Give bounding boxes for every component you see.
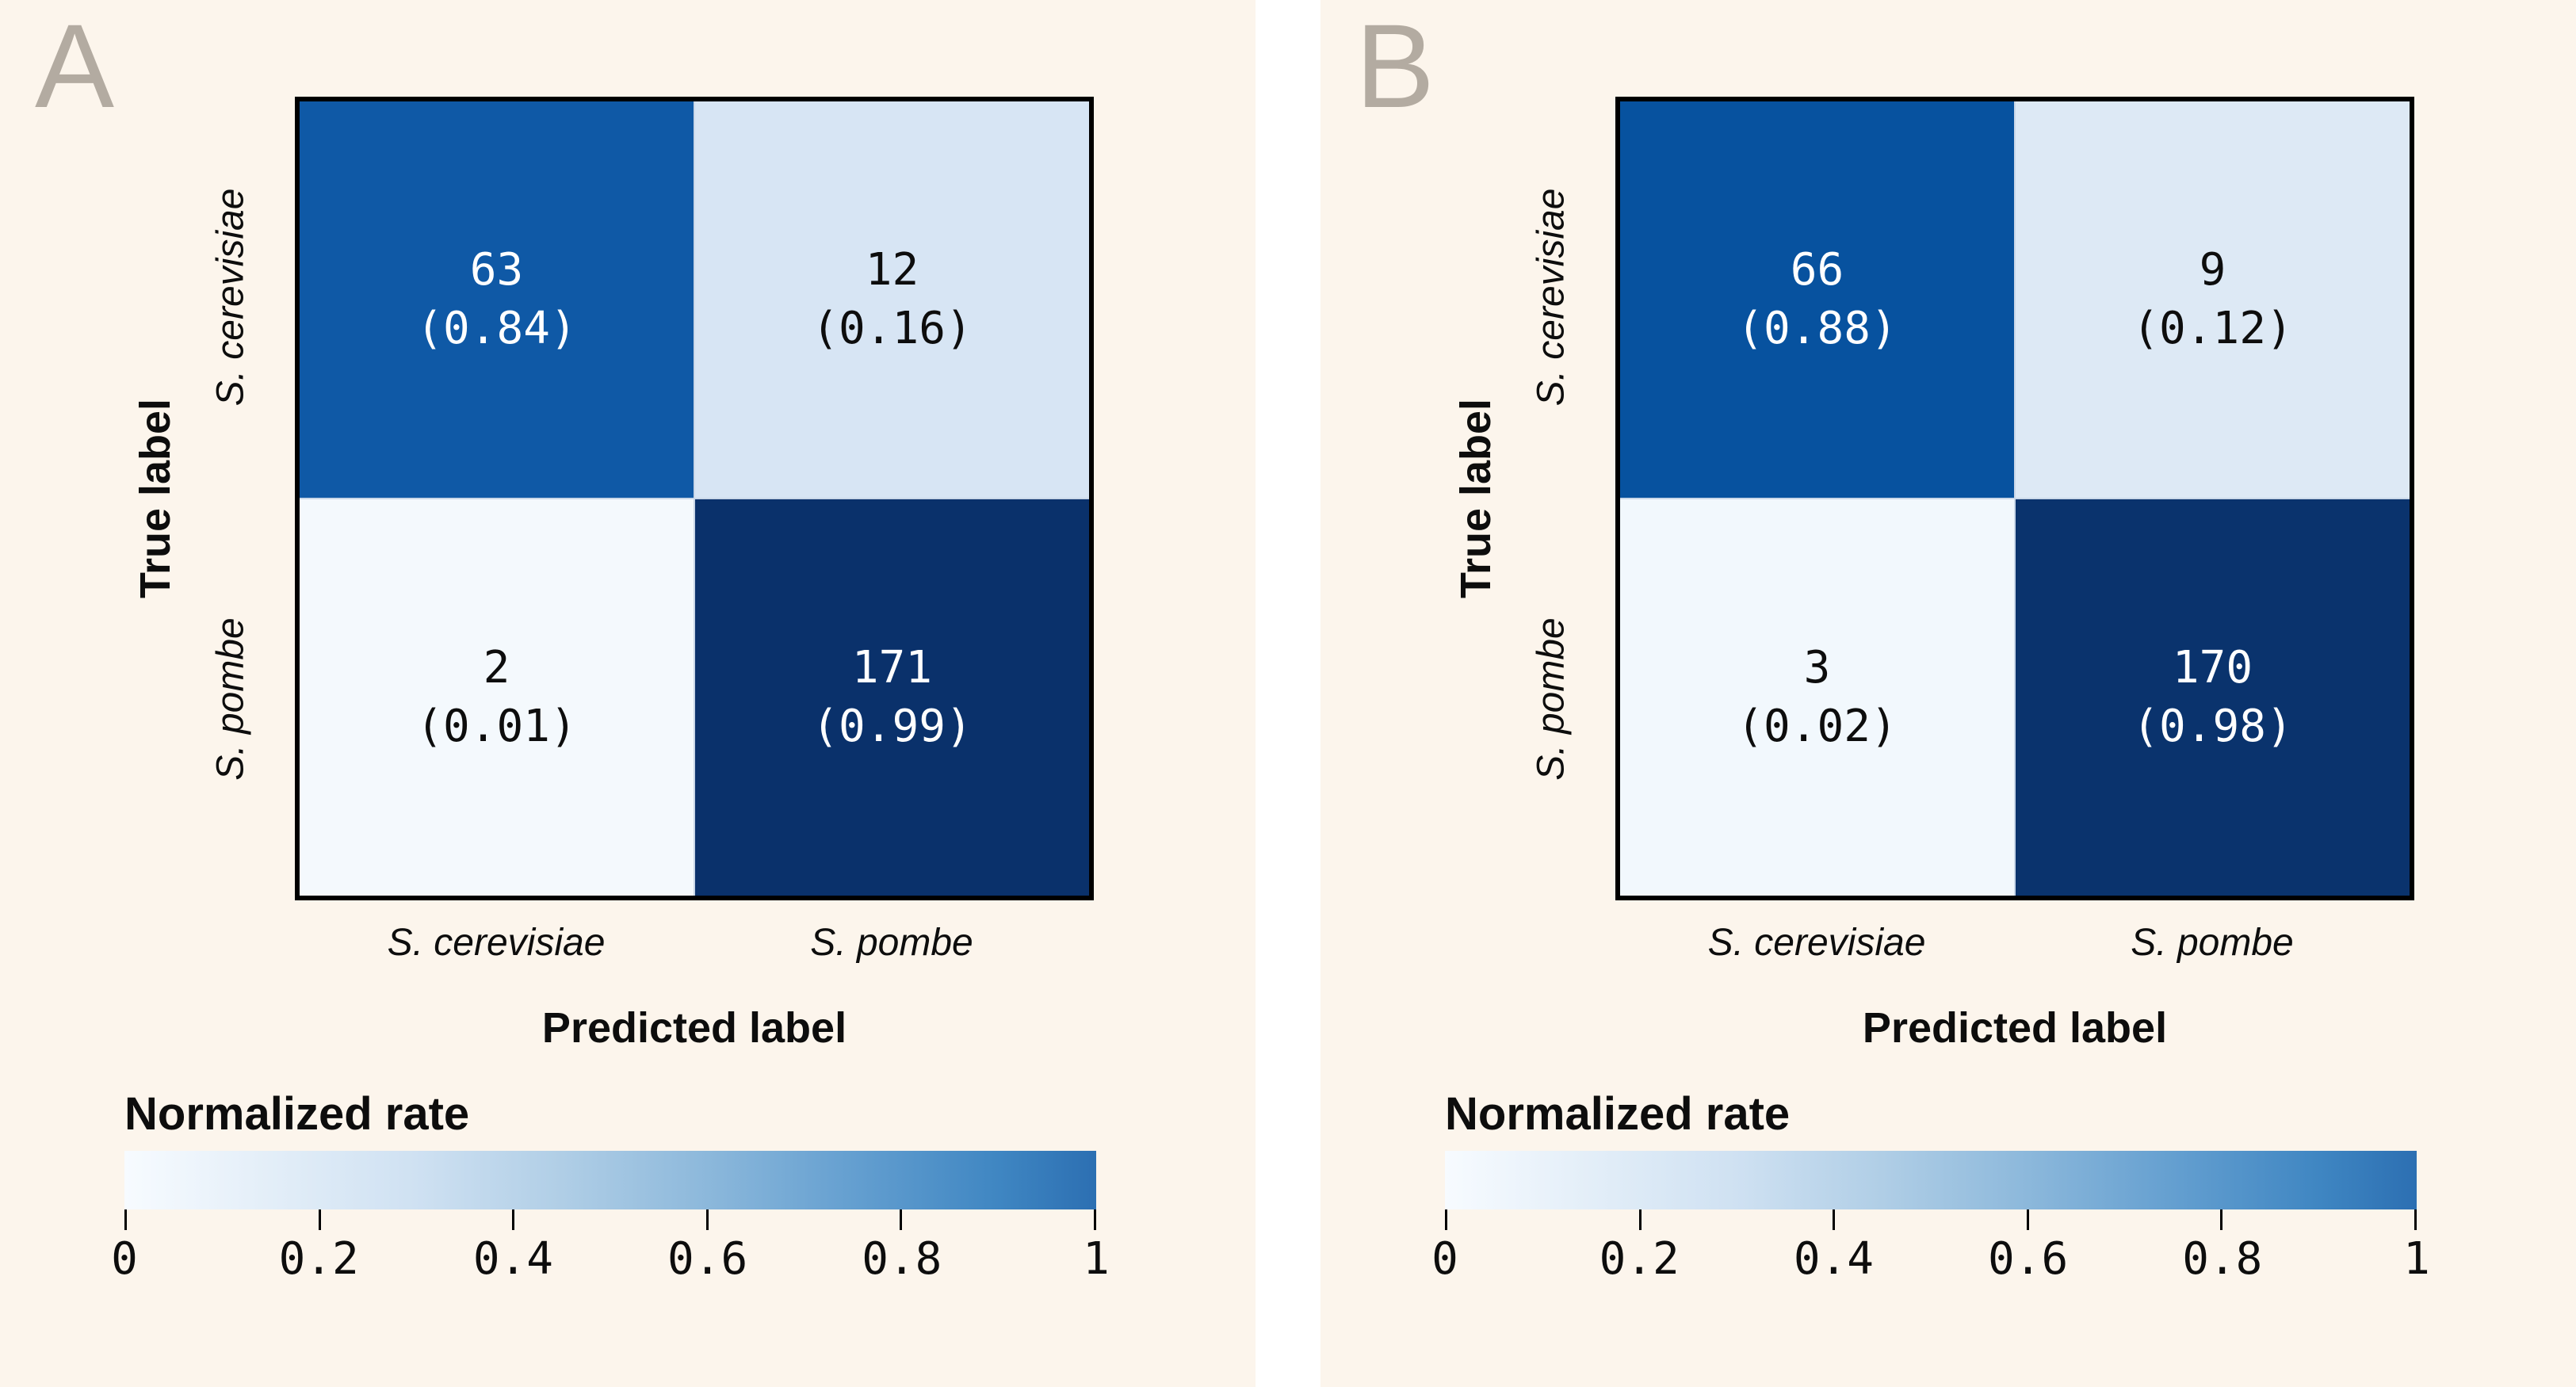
cell-rate: (0.12) <box>2132 303 2293 354</box>
x-axis-title: Predicted label <box>541 1004 847 1052</box>
y-tick-label-row1: S. cerevisiae <box>1530 188 1573 407</box>
colorbar-tick-label: 0 <box>1431 1233 1458 1285</box>
colorbar-title: Normalized rate <box>124 1088 470 1140</box>
x-tick-label-col1: S. cerevisiae <box>1707 922 1926 964</box>
colorbar-tick-label: 0.6 <box>1988 1233 2069 1285</box>
colorbar-tick-label: 0 <box>111 1233 138 1285</box>
panel-b-tag: B <box>1355 0 1437 132</box>
matrix-cell-r1c1: 63 (0.84) <box>300 101 694 498</box>
matrix-cell-r2c2: 170 (0.98) <box>2016 499 2410 896</box>
cell-count: 66 <box>1790 244 1844 296</box>
colorbar-ticks <box>124 1209 1096 1230</box>
matrix-cell-r1c2: 9 (0.12) <box>2016 101 2410 498</box>
cell-rate: (0.84) <box>416 303 577 354</box>
cell-rate: (0.88) <box>1737 303 1898 354</box>
colorbar-tick-labels: 0 0.2 0.4 0.6 0.8 1 <box>1431 1233 2430 1289</box>
colorbar-tick-label: 0.8 <box>862 1233 942 1285</box>
y-tick-label-row2: S. pombe <box>1530 617 1573 781</box>
x-tick-label-col2: S. pombe <box>2131 922 2294 964</box>
cell-count: 171 <box>851 642 933 694</box>
matrix-cell-r1c2: 12 (0.16) <box>695 101 1089 498</box>
y-tick-label-row2: S. pombe <box>209 617 252 781</box>
cell-rate: (0.01) <box>416 701 577 752</box>
colorbar-tick-label: 0.2 <box>1599 1233 1680 1285</box>
x-tick-label-col2: S. pombe <box>810 922 973 964</box>
colorbar-title: Normalized rate <box>1445 1088 1791 1140</box>
colorbar-tick-label: 1 <box>2403 1233 2430 1285</box>
colorbar-tick-label: 0.4 <box>1793 1233 1874 1285</box>
panel-b: B True label S. cerevisiae S. pombe 66 (… <box>1320 0 2576 1387</box>
cell-count: 12 <box>865 244 919 296</box>
cell-count: 9 <box>2199 244 2226 296</box>
colorbar-ticks <box>1445 1209 2417 1230</box>
colorbar-tick-label: 1 <box>1083 1233 1110 1285</box>
matrix-cell-r2c2: 171 (0.99) <box>695 499 1089 896</box>
cell-rate: (0.99) <box>812 701 973 752</box>
colorbar-tick-label: 0.8 <box>2182 1233 2263 1285</box>
cell-rate: (0.02) <box>1737 701 1898 752</box>
confusion-matrix: 66 (0.88) 9 (0.12) 3 (0.02) 170 (0.98) <box>1615 97 2414 900</box>
cell-count: 2 <box>483 642 510 694</box>
cell-count: 3 <box>1803 642 1831 694</box>
cell-count: 63 <box>469 244 524 296</box>
y-axis-title: True label <box>132 398 179 599</box>
cell-rate: (0.16) <box>812 303 973 354</box>
colorbar-gradient <box>124 1151 1096 1209</box>
panel-a-tag: A <box>35 0 117 132</box>
cell-rate: (0.98) <box>2132 701 2293 752</box>
colorbar-tick-label: 0.6 <box>667 1233 748 1285</box>
x-tick-label-col1: S. cerevisiae <box>387 922 606 964</box>
matrix-cell-r1c1: 66 (0.88) <box>1620 101 2014 498</box>
colorbar-tick-label: 0.4 <box>472 1233 553 1285</box>
panel-a: A True label S. cerevisiae S. pombe 63 (… <box>0 0 1256 1387</box>
colorbar-tick-labels: 0 0.2 0.4 0.6 0.8 1 <box>111 1233 1110 1289</box>
cell-count: 170 <box>2172 642 2253 694</box>
x-axis-title: Predicted label <box>1862 1004 2168 1052</box>
matrix-cell-r2c1: 3 (0.02) <box>1620 499 2014 896</box>
y-tick-label-row1: S. cerevisiae <box>209 188 252 407</box>
colorbar-gradient <box>1445 1151 2417 1209</box>
colorbar-tick-label: 0.2 <box>278 1233 359 1285</box>
matrix-cell-r2c1: 2 (0.01) <box>300 499 694 896</box>
y-axis-title: True label <box>1452 398 1500 599</box>
confusion-matrix: 63 (0.84) 12 (0.16) 2 (0.01) 171 (0.99) <box>295 97 1094 900</box>
